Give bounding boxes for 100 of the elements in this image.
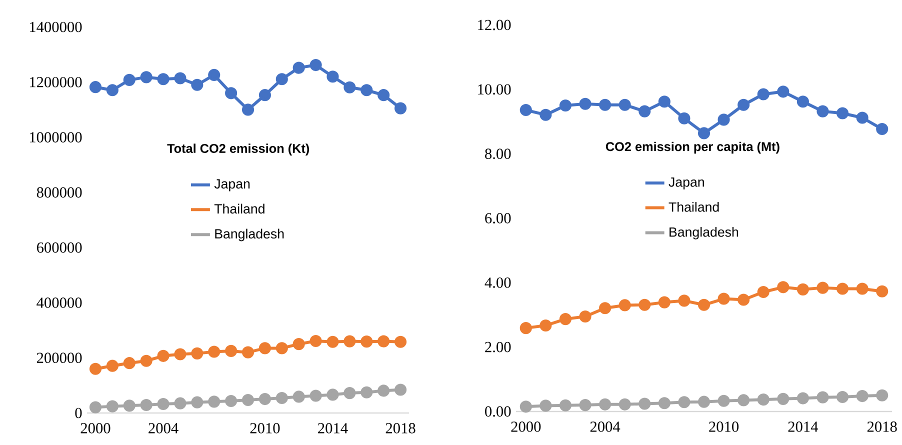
point xyxy=(344,335,356,348)
point xyxy=(796,96,809,108)
point xyxy=(292,62,305,74)
legend-label: Thailand xyxy=(668,202,719,212)
x-tick-label: 2004 xyxy=(148,423,178,434)
point xyxy=(658,96,670,108)
point xyxy=(678,112,690,124)
point xyxy=(876,122,888,136)
y-tick-label: 0 xyxy=(75,408,82,418)
point xyxy=(718,114,730,126)
point xyxy=(559,313,572,326)
point xyxy=(876,285,888,298)
point xyxy=(225,344,238,357)
x-tick-label: 2018 xyxy=(867,422,897,432)
point xyxy=(225,87,238,100)
point xyxy=(718,394,730,407)
y-tick-label: 8.00 xyxy=(485,148,511,160)
y-tick-label: 400000 xyxy=(36,298,82,308)
point xyxy=(106,400,118,412)
point xyxy=(579,399,592,412)
point xyxy=(344,81,356,94)
y-tick-label: 1400000 xyxy=(30,22,82,32)
point xyxy=(225,394,238,408)
point xyxy=(816,105,829,118)
point xyxy=(174,348,186,360)
point xyxy=(360,336,373,348)
point xyxy=(658,296,670,308)
x-tick-label: 2010 xyxy=(709,422,739,432)
point xyxy=(242,346,254,358)
point xyxy=(174,72,186,84)
legend-label: Japan xyxy=(214,179,250,192)
point xyxy=(777,281,790,294)
point xyxy=(738,294,750,306)
point xyxy=(140,398,152,412)
point xyxy=(618,299,631,312)
point xyxy=(157,398,170,410)
legend-label: Bangladesh xyxy=(215,228,284,242)
point xyxy=(757,394,770,406)
x-tick-label: 2014 xyxy=(318,423,348,434)
point xyxy=(208,396,220,408)
point xyxy=(520,104,532,116)
point xyxy=(698,298,710,311)
y-tick-label: 4.00 xyxy=(484,277,511,288)
point xyxy=(326,70,339,83)
point xyxy=(638,298,651,311)
point xyxy=(123,74,136,86)
point xyxy=(520,400,532,413)
legend-label: Thailand xyxy=(214,204,264,214)
point xyxy=(856,390,868,402)
point xyxy=(326,388,339,401)
point xyxy=(106,84,118,96)
point xyxy=(157,350,170,362)
point xyxy=(310,334,322,348)
point xyxy=(520,322,532,334)
point xyxy=(876,389,888,402)
y-tick-label: 12.00 xyxy=(478,20,511,30)
point xyxy=(378,384,390,397)
point xyxy=(242,104,254,116)
point xyxy=(394,102,407,114)
y-tick-label: 1200000 xyxy=(30,76,82,88)
point xyxy=(208,346,220,358)
point xyxy=(836,282,849,295)
point xyxy=(757,88,770,100)
point xyxy=(292,390,305,403)
point xyxy=(276,342,288,354)
point xyxy=(638,398,651,410)
point xyxy=(678,396,690,408)
point xyxy=(856,282,868,295)
point xyxy=(123,357,136,370)
point xyxy=(89,401,102,414)
point xyxy=(618,398,631,410)
point xyxy=(191,347,204,360)
point xyxy=(191,396,204,408)
text: Total CO2 emission (Kt) xyxy=(167,144,310,156)
point xyxy=(796,392,809,404)
point xyxy=(378,335,390,348)
point xyxy=(816,282,829,294)
point xyxy=(777,392,790,405)
point xyxy=(326,336,339,348)
point xyxy=(378,89,390,102)
point xyxy=(678,294,690,307)
x-tick-label: 2018 xyxy=(386,423,416,434)
point xyxy=(836,107,849,120)
point xyxy=(258,393,271,406)
point xyxy=(123,400,136,412)
point xyxy=(360,84,373,96)
y-tick-label: 600000 xyxy=(36,242,82,253)
point xyxy=(140,354,152,367)
point xyxy=(157,73,170,86)
point xyxy=(242,394,254,406)
y-tick-label: 800000 xyxy=(36,187,82,198)
point xyxy=(310,59,322,72)
point xyxy=(191,78,204,91)
y-tick-label: 0.00 xyxy=(485,406,511,417)
point xyxy=(106,360,118,372)
y-tick-label: 10.00 xyxy=(478,84,511,95)
point xyxy=(89,81,102,94)
legend-label: Bangladesh xyxy=(670,226,738,240)
point xyxy=(579,98,592,110)
point xyxy=(174,397,186,410)
